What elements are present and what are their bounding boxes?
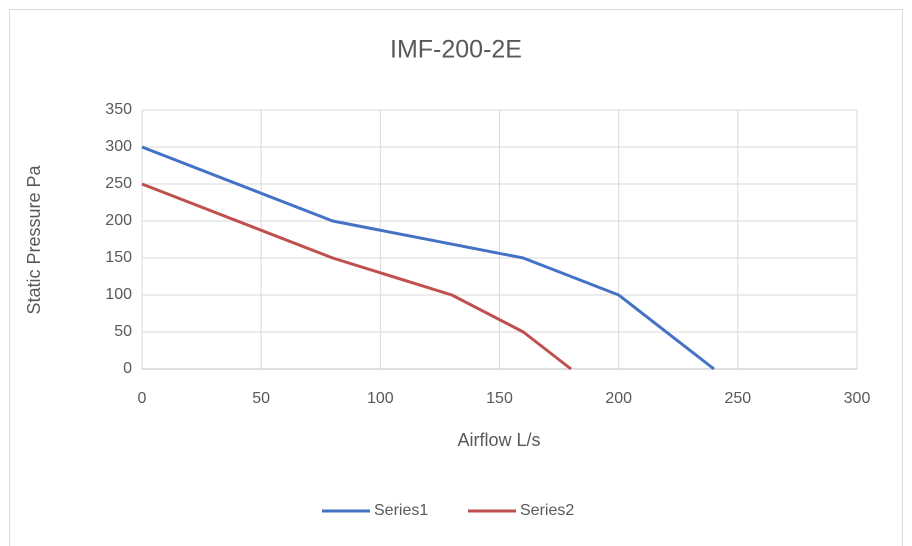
y-axis-label: Static Pressure Pa (24, 164, 44, 314)
x-axis-label: Airflow L/s (457, 430, 540, 450)
y-tick-label: 100 (105, 286, 132, 303)
legend-label: Series2 (520, 502, 574, 519)
x-tick-label: 100 (367, 390, 394, 407)
y-tick-label: 200 (105, 212, 132, 229)
legend-label: Series1 (374, 502, 428, 519)
x-tick-label: 150 (486, 390, 513, 407)
series-line (141, 145, 715, 371)
y-tick-label: 0 (123, 360, 132, 377)
x-tick-label: 0 (138, 390, 147, 407)
x-tick-label: 300 (844, 390, 871, 407)
y-tick-label: 250 (105, 175, 132, 192)
y-tick-label: 300 (105, 138, 132, 155)
series-line (141, 182, 572, 371)
x-tick-label: 250 (724, 390, 751, 407)
y-tick-label: 150 (105, 249, 132, 266)
chart-border (9, 9, 903, 546)
y-tick-label: 50 (114, 323, 132, 340)
x-tick-label: 50 (252, 390, 270, 407)
x-tick-label: 200 (605, 390, 632, 407)
chart-title: IMF-200-2E (390, 36, 522, 64)
y-tick-label: 350 (105, 101, 132, 118)
